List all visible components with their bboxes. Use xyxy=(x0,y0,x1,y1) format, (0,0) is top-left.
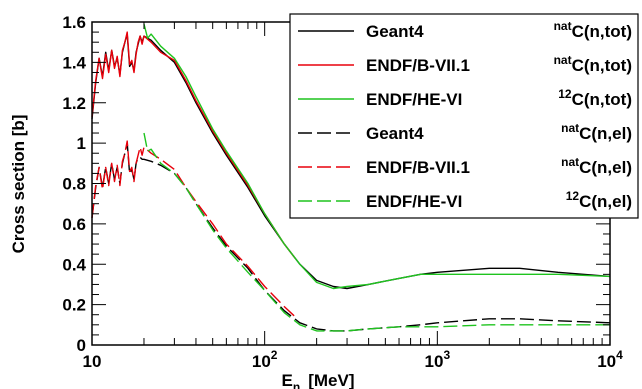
series-line-5 xyxy=(143,132,610,332)
legend-reaction-0: natC(n,tot) xyxy=(554,19,632,41)
y-tick-label: 1.4 xyxy=(62,53,86,72)
series-line-2 xyxy=(143,23,611,290)
x-tick-label: 10 xyxy=(83,352,102,371)
y-tick-label: 0.4 xyxy=(62,255,86,274)
x-axis-title-symbol: E xyxy=(282,371,293,389)
legend-reaction-2: 12C(n,tot) xyxy=(558,87,632,109)
series-line-4 xyxy=(91,140,296,318)
legend-label-5: ENDF/HE-VI xyxy=(366,192,462,211)
y-tick-label: 1 xyxy=(77,134,86,153)
y-tick-label: 1.2 xyxy=(62,94,86,113)
y-tick-label: 0.6 xyxy=(62,215,86,234)
tick-labels: 0 0.2 0.4 0.6 0.8 1 1.2 1.4 1.6 10 102 103 104 xyxy=(62,13,623,371)
legend-entries: Geant4 natC(n,tot) ENDF/B-VII.1 natC(n,tot)… xyxy=(298,19,632,211)
x-tick-label: 104 xyxy=(597,348,623,371)
legend: Geant4 natC(n,tot) ENDF/B-VII.1 natC(n,tot)… xyxy=(289,13,639,219)
x-tick-label: 103 xyxy=(425,348,451,371)
legend-label-2: ENDF/HE-VI xyxy=(366,90,462,109)
legend-reaction-4: natC(n,el) xyxy=(561,155,632,177)
x-axis-title-unit: [MeV] xyxy=(308,371,354,389)
y-tick-label: 0 xyxy=(77,336,86,355)
y-tick-label: 0.8 xyxy=(62,175,86,194)
legend-label-1: ENDF/B-VII.1 xyxy=(366,56,470,75)
y-tick-label: 1.6 xyxy=(62,13,86,32)
x-axis-title: En [MeV] xyxy=(282,371,355,389)
series-line-1 xyxy=(91,31,296,259)
legend-reaction-1: natC(n,tot) xyxy=(554,53,632,75)
y-axis-title: Cross section [b] xyxy=(9,115,28,254)
legend-reaction-3: natC(n,el) xyxy=(561,121,632,143)
x-tick-label: 102 xyxy=(252,348,278,371)
legend-box xyxy=(289,13,639,219)
y-tick-label: 0.2 xyxy=(62,296,86,315)
x-axis-title-subscript: n xyxy=(293,380,300,389)
legend-label-0: Geant4 xyxy=(366,22,424,41)
legend-reaction-5: 12C(n,el) xyxy=(566,189,632,211)
legend-label-3: Geant4 xyxy=(366,124,424,143)
plot-lines xyxy=(91,23,611,332)
legend-label-4: ENDF/B-VII.1 xyxy=(366,158,470,177)
